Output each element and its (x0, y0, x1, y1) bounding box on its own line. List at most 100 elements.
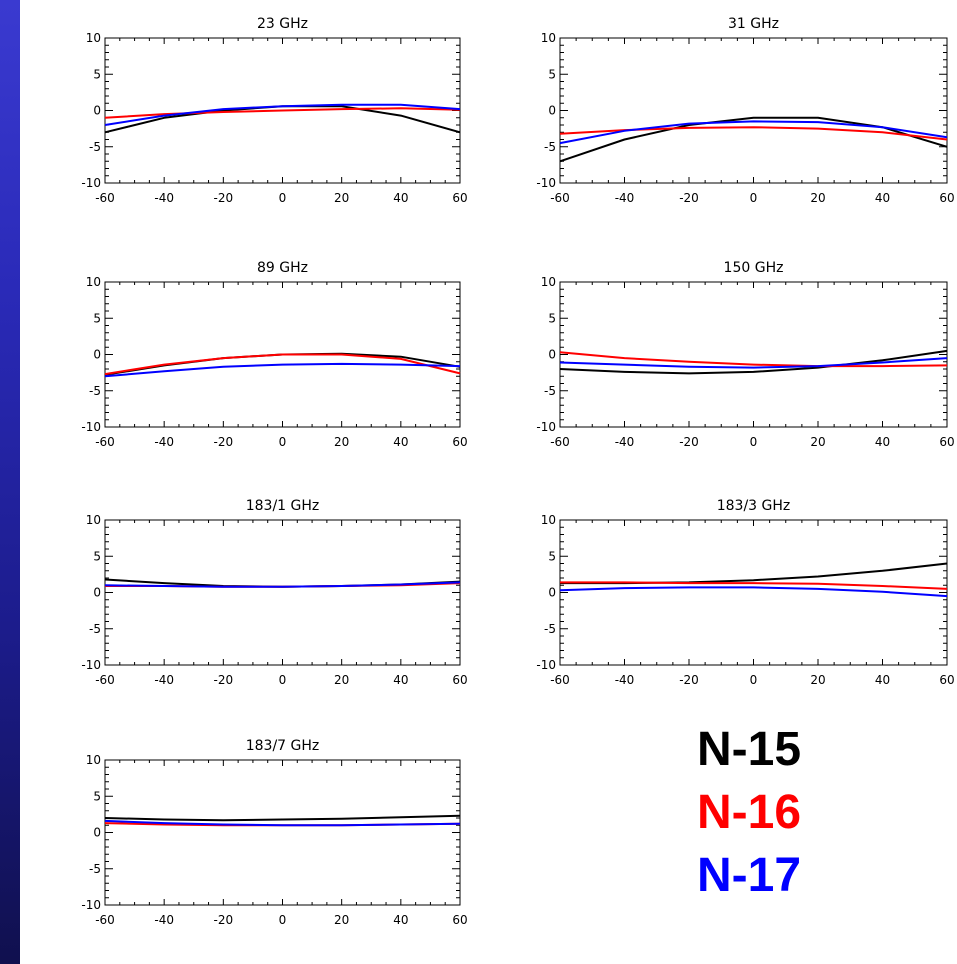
chart-23-ghz-xtick-label: 20 (334, 191, 349, 205)
chart-183-1-ghz-xtick-label: -20 (214, 673, 234, 687)
legend-entry-n16: N-16 (697, 786, 802, 839)
chart-23-ghz-xtick-label: -60 (95, 191, 115, 205)
chart-89-ghz-xtick-label: 60 (452, 435, 467, 449)
chart-183-7-ghz-series-n-15 (104, 814, 461, 822)
chart-183-7-ghz-xtick-label: 20 (334, 913, 349, 927)
chart-183-7-ghz: 183/7 GHz -60 -40 -20 0 20 40 60 10 5 0 -5 -10 (81, 738, 467, 927)
chart-183-7-ghz-xtick-label: -20 (214, 913, 234, 927)
chart-183-7-ghz-ytick-label: 0 (93, 826, 101, 840)
chart-23-ghz-series-n-16 (104, 107, 461, 119)
chart-89-ghz-series-n-16 (104, 353, 461, 376)
chart-89-ghz-title: 89 GHz (257, 260, 308, 276)
chart-89-ghz-xtick-label: 20 (334, 435, 349, 449)
chart-89-ghz: 89 GHz -60 -40 -20 0 20 40 60 10 5 0 -5 -10 (81, 260, 467, 449)
chart-183-1-ghz-frame (104, 519, 461, 666)
chart-31-ghz-series-n-17 (559, 120, 948, 145)
chart-183-3-ghz-ytick-label: 10 (541, 513, 556, 527)
chart-23-ghz-ytick-label: 10 (86, 31, 101, 45)
chart-183-3-ghz-title: 183/3 GHz (717, 498, 791, 514)
chart-23-ghz: 23 GHz -60 -40 -20 0 20 40 60 10 5 0 -5 -10 (81, 16, 467, 205)
chart-183-3-ghz-ytick-label: 5 (548, 549, 556, 563)
chart-89-ghz-xtick-label: -40 (154, 435, 174, 449)
chart-89-ghz-ytick-label: 0 (93, 348, 101, 362)
chart-183-3-ghz-ytick-label: -5 (544, 622, 556, 636)
chart-31-ghz-xtick-label: 0 (750, 191, 758, 205)
legend-entry-n17: N-17 (697, 849, 802, 902)
chart-31-ghz-frame (559, 37, 948, 184)
chart-183-1-ghz-ytick-label: 5 (93, 549, 101, 563)
chart-183-3-ghz-xtick-label: 40 (875, 673, 890, 687)
chart-183-7-ghz-series-n-17 (104, 819, 461, 827)
chart-31-ghz-xtick-label: -60 (550, 191, 570, 205)
chart-183-7-ghz-xtick-label: -60 (95, 913, 115, 927)
chart-183-3-ghz-xtick-label: -40 (615, 673, 635, 687)
chart-89-ghz-ytick-label: -5 (89, 384, 101, 398)
chart-183-7-ghz-frame (104, 759, 461, 906)
chart-31-ghz-ytick-label: 5 (548, 67, 556, 81)
chart-183-7-ghz-ytick-label: 10 (86, 753, 101, 767)
chart-183-1-ghz-xtick-label: 60 (452, 673, 467, 687)
chart-89-ghz-series-n-17 (104, 362, 461, 378)
chart-150-ghz-xtick-label: 40 (875, 435, 890, 449)
chart-183-7-ghz-xtick-label: -40 (154, 913, 174, 927)
chart-31-ghz: 31 GHz -60 -40 -20 0 20 40 60 10 5 0 -5 -10 (536, 16, 954, 205)
chart-183-1-ghz-series-n-17 (104, 581, 461, 588)
chart-23-ghz-title: 23 GHz (257, 16, 308, 32)
chart-183-1-ghz-xtick-label: -40 (154, 673, 174, 687)
chart-31-ghz-ytick-label: -5 (544, 140, 556, 154)
chart-150-ghz-xtick-label: 0 (750, 435, 758, 449)
chart-183-3-ghz-xtick-label: 0 (750, 673, 758, 687)
chart-183-1-ghz-xtick-label: 20 (334, 673, 349, 687)
chart-23-ghz-xtick-label: 60 (452, 191, 467, 205)
chart-150-ghz-xtick-label: 20 (810, 435, 825, 449)
chart-150-ghz-ytick-label: -5 (544, 384, 556, 398)
chart-31-ghz-xtick-label: -20 (679, 191, 699, 205)
chart-31-ghz-ytick-label: 0 (548, 104, 556, 118)
chart-89-ghz-xtick-label: -20 (214, 435, 234, 449)
chart-183-3-ghz-xtick-label: 60 (939, 673, 954, 687)
chart-23-ghz-ytick-label: 0 (93, 104, 101, 118)
chart-150-ghz: 150 GHz -60 -40 -20 0 20 40 60 10 5 0 -5 -10 (536, 260, 954, 449)
chart-150-ghz-series-n-15 (559, 349, 948, 375)
chart-183-3-ghz: 183/3 GHz -60 -40 -20 0 20 40 60 10 5 0 -5 -10 (536, 498, 954, 687)
chart-150-ghz-series-n-16 (559, 351, 948, 368)
chart-31-ghz-ytick-label: 10 (541, 31, 556, 45)
chart-89-ghz-xtick-label: 0 (279, 435, 287, 449)
chart-89-ghz-ytick-label: 5 (93, 311, 101, 325)
chart-23-ghz-ytick-label: -5 (89, 140, 101, 154)
chart-150-ghz-ytick-label: 5 (548, 311, 556, 325)
chart-183-1-ghz-ytick-label: -5 (89, 622, 101, 636)
chart-183-3-ghz-series-n-16 (560, 581, 948, 590)
chart-31-ghz-xtick-label: 40 (875, 191, 890, 205)
chart-183-7-ghz-title: 183/7 GHz (246, 738, 320, 754)
figure-panel (20, 0, 957, 964)
chart-183-3-ghz-series-n-17 (559, 586, 948, 598)
chart-23-ghz-ytick-label: -10 (81, 176, 101, 190)
chart-183-3-ghz-xtick-label: -20 (679, 673, 699, 687)
chart-89-ghz-ytick-label: 10 (86, 275, 101, 289)
chart-31-ghz-xtick-label: 20 (810, 191, 825, 205)
chart-31-ghz-xtick-label: 60 (939, 191, 954, 205)
chart-183-7-ghz-xtick-label: 40 (393, 913, 408, 927)
chart-89-ghz-ytick-label: -10 (81, 420, 101, 434)
chart-183-1-ghz-ytick-label: 0 (93, 586, 101, 600)
chart-183-7-ghz-ytick-label: -5 (89, 862, 101, 876)
chart-183-1-ghz-ytick-label: -10 (81, 658, 101, 672)
chart-183-3-ghz-ytick-label: 0 (548, 586, 556, 600)
chart-23-ghz-xtick-label: -40 (154, 191, 174, 205)
chart-31-ghz-xtick-label: -40 (615, 191, 635, 205)
chart-150-ghz-ytick-label: 10 (541, 275, 556, 289)
chart-150-ghz-series-n-17 (559, 357, 948, 369)
chart-183-7-ghz-ytick-label: 5 (93, 789, 101, 803)
chart-89-ghz-xtick-label: -60 (95, 435, 115, 449)
chart-23-ghz-ytick-label: 5 (93, 67, 101, 81)
chart-150-ghz-ytick-label: 0 (548, 348, 556, 362)
chart-183-1-ghz-xtick-label: -60 (95, 673, 115, 687)
chart-23-ghz-series-n-17 (104, 103, 461, 126)
chart-183-3-ghz-series-n-15 (560, 562, 948, 585)
chart-183-1-ghz-title: 183/1 GHz (246, 498, 320, 514)
chart-150-ghz-xtick-label: -60 (550, 435, 570, 449)
chart-150-ghz-title: 150 GHz (724, 260, 784, 276)
chart-183-7-ghz-ytick-label: -10 (81, 898, 101, 912)
